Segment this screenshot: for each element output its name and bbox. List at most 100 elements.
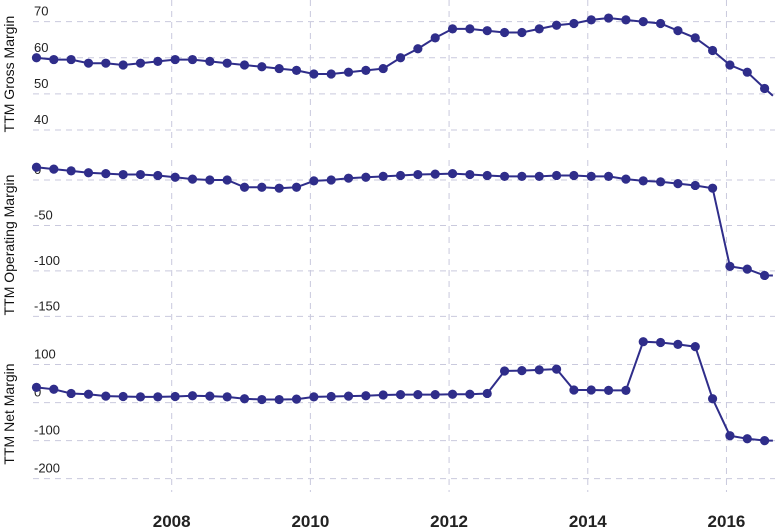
- data-point: [447, 169, 458, 179]
- y-tick-label: -150: [34, 298, 60, 313]
- data-point: [430, 169, 440, 179]
- data-point: [239, 394, 250, 404]
- x-tick-label: 2016: [708, 512, 746, 530]
- data-point: [395, 389, 406, 400]
- data-point: [690, 180, 700, 191]
- data-point: [517, 171, 527, 181]
- data-point: [465, 389, 475, 399]
- data-point: [655, 18, 666, 29]
- data-point: [66, 54, 76, 65]
- data-point: [707, 45, 718, 56]
- data-point: [742, 434, 752, 444]
- data-point: [447, 24, 458, 34]
- data-point: [205, 175, 215, 185]
- data-point: [49, 164, 59, 174]
- data-point: [621, 385, 631, 396]
- data-point: [413, 44, 423, 54]
- x-tick-label: 2010: [291, 512, 329, 530]
- data-point: [343, 391, 354, 401]
- y-tick-label: 50: [34, 76, 48, 91]
- data-point: [118, 169, 128, 180]
- data-point: [378, 63, 388, 74]
- data-point: [222, 58, 232, 68]
- data-point: [187, 174, 198, 184]
- y-tick-label: 100: [34, 347, 56, 362]
- data-point: [257, 182, 267, 192]
- x-tick-label: 2012: [430, 512, 468, 530]
- data-point: [343, 67, 354, 77]
- data-point: [621, 174, 631, 184]
- y-tick-label: 40: [34, 112, 48, 127]
- data-point: [153, 170, 163, 181]
- data-point: [291, 394, 302, 404]
- data-point: [690, 33, 700, 43]
- data-point: [673, 339, 683, 349]
- data-point: [499, 27, 510, 38]
- data-point: [551, 20, 562, 30]
- data-point: [101, 58, 111, 68]
- data-point: [725, 60, 735, 70]
- data-point: [517, 27, 527, 38]
- data-point: [482, 170, 492, 181]
- data-point: [135, 58, 146, 68]
- y-tick-label: -50: [34, 207, 53, 222]
- data-point: [170, 172, 180, 182]
- data-point: [170, 54, 180, 65]
- data-point: [257, 394, 267, 405]
- y-tick-label: -100: [34, 253, 60, 268]
- y-tick-label: -100: [34, 423, 60, 438]
- data-point: [673, 26, 683, 36]
- data-point: [759, 436, 770, 446]
- data-point: [742, 264, 752, 274]
- data-point: [517, 366, 527, 376]
- data-point: [603, 385, 614, 396]
- data-point: [378, 171, 388, 181]
- y-tick-label: -200: [34, 461, 60, 476]
- data-point: [153, 56, 163, 66]
- data-point: [309, 176, 319, 186]
- data-point: [655, 337, 666, 348]
- data-point: [465, 24, 475, 34]
- x-tick-label: 2014: [569, 512, 607, 530]
- data-point: [291, 65, 302, 75]
- data-point: [447, 389, 458, 399]
- data-point: [343, 173, 354, 183]
- data-point: [49, 54, 59, 65]
- data-point: [534, 24, 544, 34]
- data-point: [66, 388, 76, 399]
- data-point: [395, 53, 406, 63]
- x-tick-label: 2008: [153, 512, 191, 530]
- data-point: [586, 15, 596, 25]
- data-point: [257, 62, 267, 72]
- data-point: [638, 337, 648, 347]
- data-point: [482, 388, 492, 399]
- data-point: [395, 170, 406, 181]
- data-point: [742, 67, 752, 77]
- data-point: [31, 382, 42, 392]
- data-point: [205, 56, 215, 66]
- data-point: [361, 391, 371, 401]
- data-point: [309, 69, 319, 79]
- data-point: [135, 169, 146, 180]
- data-point: [551, 364, 562, 374]
- data-point: [222, 175, 232, 185]
- data-point: [291, 182, 302, 192]
- data-point: [101, 169, 111, 179]
- data-point: [274, 63, 284, 74]
- data-point: [187, 54, 198, 65]
- y-axis-label: TTM Operating Margin: [1, 175, 17, 316]
- data-point: [274, 394, 284, 405]
- data-point: [603, 171, 614, 181]
- y-axis-label: TTM Gross Margin: [1, 16, 17, 133]
- data-point: [83, 168, 94, 178]
- data-point: [222, 392, 232, 402]
- data-point: [759, 83, 770, 94]
- data-point: [569, 385, 579, 395]
- data-point: [31, 162, 42, 172]
- data-point: [118, 60, 128, 70]
- data-point: [31, 53, 42, 63]
- data-point: [551, 170, 562, 181]
- data-point: [413, 389, 423, 400]
- data-point: [690, 342, 700, 352]
- data-point: [534, 171, 544, 181]
